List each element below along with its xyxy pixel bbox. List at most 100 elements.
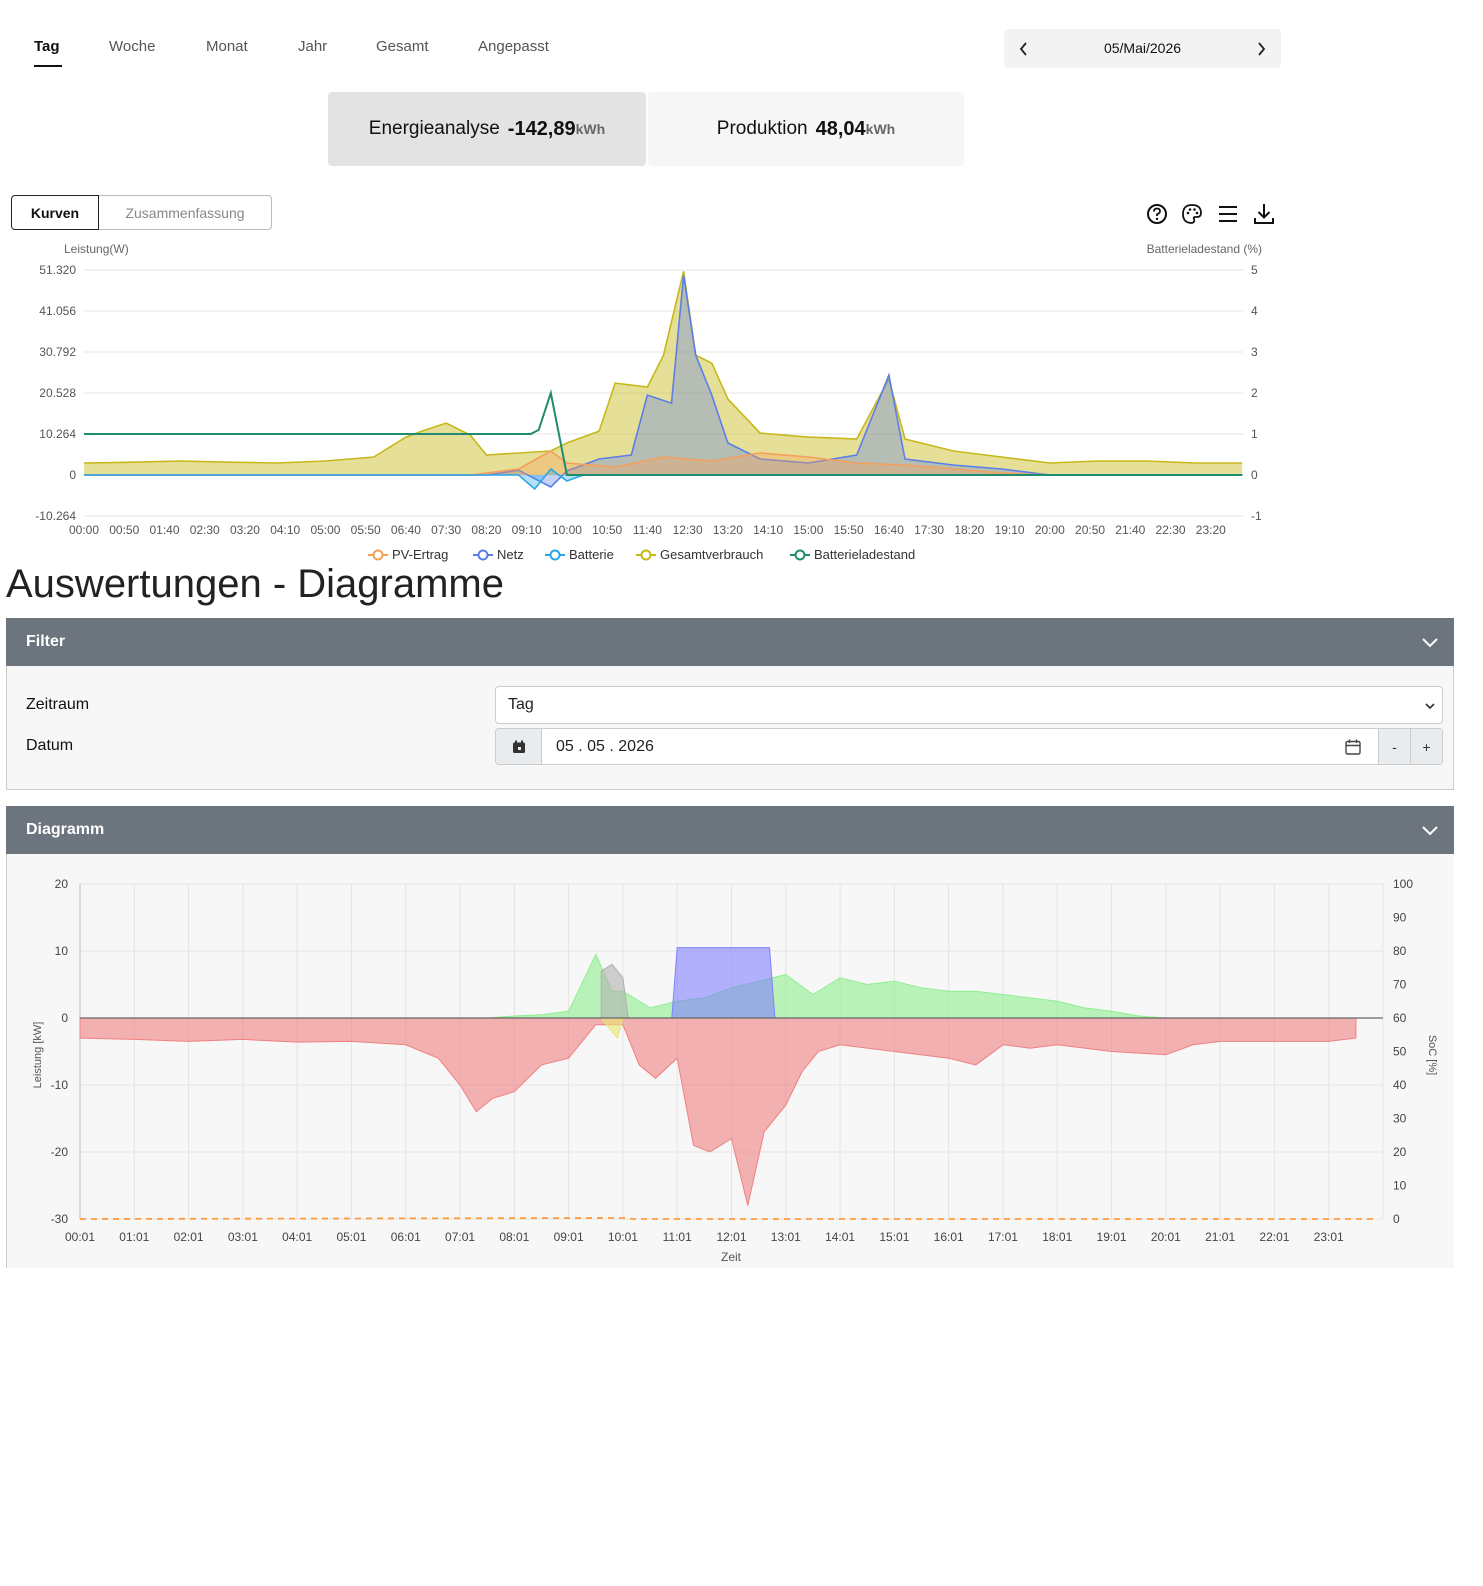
tab-angepasst[interactable]: Angepasst — [478, 38, 549, 55]
legend-item-label[interactable]: Batterie — [569, 547, 614, 562]
chart1-x-tick: 06:40 — [391, 523, 421, 537]
chart1-x-tick: 22:30 — [1156, 523, 1186, 537]
chart2-x-tick: 03:01 — [228, 1230, 258, 1244]
chart1-y2-tick: -1 — [1251, 509, 1262, 523]
zusammenfassung-toggle[interactable]: Zusammenfassung — [98, 195, 272, 230]
download-icon[interactable] — [1251, 201, 1277, 227]
date-picker-icon[interactable] — [1344, 738, 1362, 756]
palette-icon[interactable] — [1179, 201, 1205, 227]
chart2-y-tick: -20 — [51, 1145, 69, 1159]
energy-diagram-chart: 20100-10-20-30100908070605040302010000:0… — [32, 877, 1438, 1264]
chart1-series — [83, 271, 1243, 491]
chevron-down-icon[interactable] — [1420, 632, 1440, 652]
legend-item-label[interactable]: Netz — [497, 547, 524, 562]
legend-item-label[interactable]: Batterieladestand — [814, 547, 915, 562]
chart2-y2-tick: 80 — [1393, 944, 1407, 958]
production-label: Produktion — [716, 118, 808, 139]
kurven-toggle[interactable]: Kurven — [11, 195, 99, 230]
calendar-icon — [512, 740, 525, 753]
chart1-x-tick: 17:30 — [914, 523, 944, 537]
tab-woche[interactable]: Woche — [109, 38, 156, 55]
chart2-xlabel: Zeit — [721, 1250, 742, 1264]
chart1-x-tick: 11:40 — [633, 523, 662, 537]
chart2-y2-tick: 90 — [1393, 911, 1407, 925]
chart1-x-tick: 13:20 — [713, 523, 743, 537]
date-decrement-button[interactable]: - — [1378, 729, 1410, 764]
active-tab-underline — [34, 65, 62, 67]
chart1-x-tick: 01:40 — [149, 523, 179, 537]
chart2-y2-tick: 70 — [1393, 978, 1407, 992]
chart2-x-tick: 14:01 — [825, 1230, 855, 1244]
chart1-x-tick: 07:30 — [431, 523, 461, 537]
menu-icon[interactable] — [1215, 201, 1241, 227]
calendar-addon — [496, 729, 542, 764]
chart2-x-tick: 01:01 — [119, 1230, 149, 1244]
chart2-y2-tick: 60 — [1393, 1011, 1407, 1025]
zeitraum-select[interactable]: Tag — [495, 686, 1443, 724]
chart2-x-tick: 05:01 — [336, 1230, 366, 1244]
energy-analysis-card[interactable]: Energieanalyse -142,89 kWh — [328, 92, 646, 166]
chart1-y-tick: 51.320 — [39, 263, 76, 277]
legend-swatch-marker — [477, 549, 489, 561]
chart2-y-tick: 10 — [55, 944, 69, 958]
chart1-x-tick: 20:00 — [1035, 523, 1065, 537]
chart1-area-netz — [84, 275, 1243, 487]
legend-swatch-marker — [549, 549, 561, 561]
production-card[interactable]: Produktion 48,04 kWh — [648, 92, 964, 166]
datum-label: Datum — [26, 737, 74, 754]
help-icon[interactable] — [1144, 201, 1170, 227]
chart2-area-series — [600, 1017, 624, 1040]
legend-item-label[interactable]: Gesamtverbrauch — [660, 547, 763, 562]
filter-panel-title: Filter — [26, 633, 66, 650]
legend-item-label[interactable]: PV-Ertrag — [392, 547, 448, 562]
prev-date-button[interactable] — [1004, 29, 1044, 68]
chevron-down-icon[interactable] — [1420, 820, 1440, 840]
chart1-x-tick: 05:50 — [351, 523, 381, 537]
chart2-x-tick: 18:01 — [1042, 1230, 1072, 1244]
chart2-area-series — [671, 947, 776, 1019]
tab-monat[interactable]: Monat — [206, 38, 248, 55]
chart2-y-tick: 0 — [61, 1011, 68, 1025]
energy-analysis-value: -142,89 — [507, 117, 576, 140]
chart2-x-tick: 20:01 — [1151, 1230, 1181, 1244]
chart2-x-tick: 17:01 — [988, 1230, 1018, 1244]
chart1-x-tick: 20:50 — [1075, 523, 1105, 537]
chart1-x-tick: 16:40 — [874, 523, 904, 537]
chart1-y-tick: 10.264 — [39, 427, 76, 441]
datum-field[interactable]: 05 . 05 . 2026 - + — [495, 728, 1443, 765]
diagram-panel-header[interactable]: Diagramm — [6, 806, 1454, 854]
filter-panel-header[interactable]: Filter — [6, 618, 1454, 666]
tab-gesamt[interactable]: Gesamt — [376, 38, 429, 55]
date-increment-button[interactable]: + — [1410, 729, 1442, 764]
chart2-x-tick: 10:01 — [608, 1230, 638, 1244]
chart1-x-tick: 15:00 — [793, 523, 823, 537]
chart2-y2-tick: 100 — [1393, 877, 1413, 891]
chart1-y-tick: 0 — [69, 468, 76, 482]
next-date-button[interactable] — [1241, 29, 1281, 68]
diagram-panel-title: Diagramm — [26, 821, 105, 838]
chart1-x-tick: 19:10 — [995, 523, 1025, 537]
datum-value: 05 . 05 . 2026 — [556, 738, 654, 755]
tab-jahr[interactable]: Jahr — [298, 38, 328, 55]
chart1-x-tick: 03:20 — [230, 523, 260, 537]
chart2-area-series — [487, 953, 1166, 1019]
tab-tag[interactable]: Tag — [34, 38, 60, 55]
chart2-y2-tick: 30 — [1393, 1112, 1407, 1126]
chart1-x-tick: 23:20 — [1196, 523, 1226, 537]
chart1-x-tick: 10:00 — [552, 523, 582, 537]
chart1-x-tick: 18:20 — [954, 523, 984, 537]
chart2-series — [79, 947, 1383, 1220]
chart2-x-tick: 15:01 — [879, 1230, 909, 1244]
chart2-area-series — [79, 1017, 1357, 1206]
date-navigator: 05/Mai/2026 — [1004, 29, 1281, 68]
legend-swatch-marker — [794, 549, 806, 561]
current-date-label: 05/Mai/2026 — [1103, 40, 1182, 56]
chart1-x-tick: 15:50 — [834, 523, 864, 537]
chart1-x-tick: 00:00 — [69, 523, 99, 537]
chart1-line-pv-ertrag — [84, 450, 1243, 476]
chart2-x-tick: 19:01 — [1097, 1230, 1127, 1244]
chart1-y-tick: -10.264 — [35, 509, 76, 523]
legend-swatch-marker — [372, 549, 384, 561]
select-chevron-icon — [1425, 703, 1435, 710]
chart1-y2-tick: 2 — [1251, 386, 1258, 400]
